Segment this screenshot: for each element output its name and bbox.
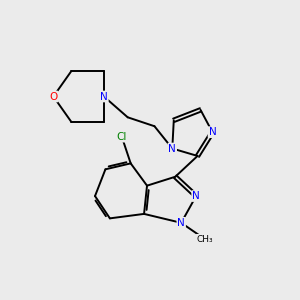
Text: N: N xyxy=(192,191,200,201)
Text: N: N xyxy=(100,92,108,101)
Text: N: N xyxy=(168,143,176,154)
Text: N: N xyxy=(177,218,185,228)
Text: Cl: Cl xyxy=(117,132,127,142)
Text: CH₃: CH₃ xyxy=(197,235,213,244)
Text: N: N xyxy=(208,127,216,137)
Text: O: O xyxy=(49,92,58,101)
